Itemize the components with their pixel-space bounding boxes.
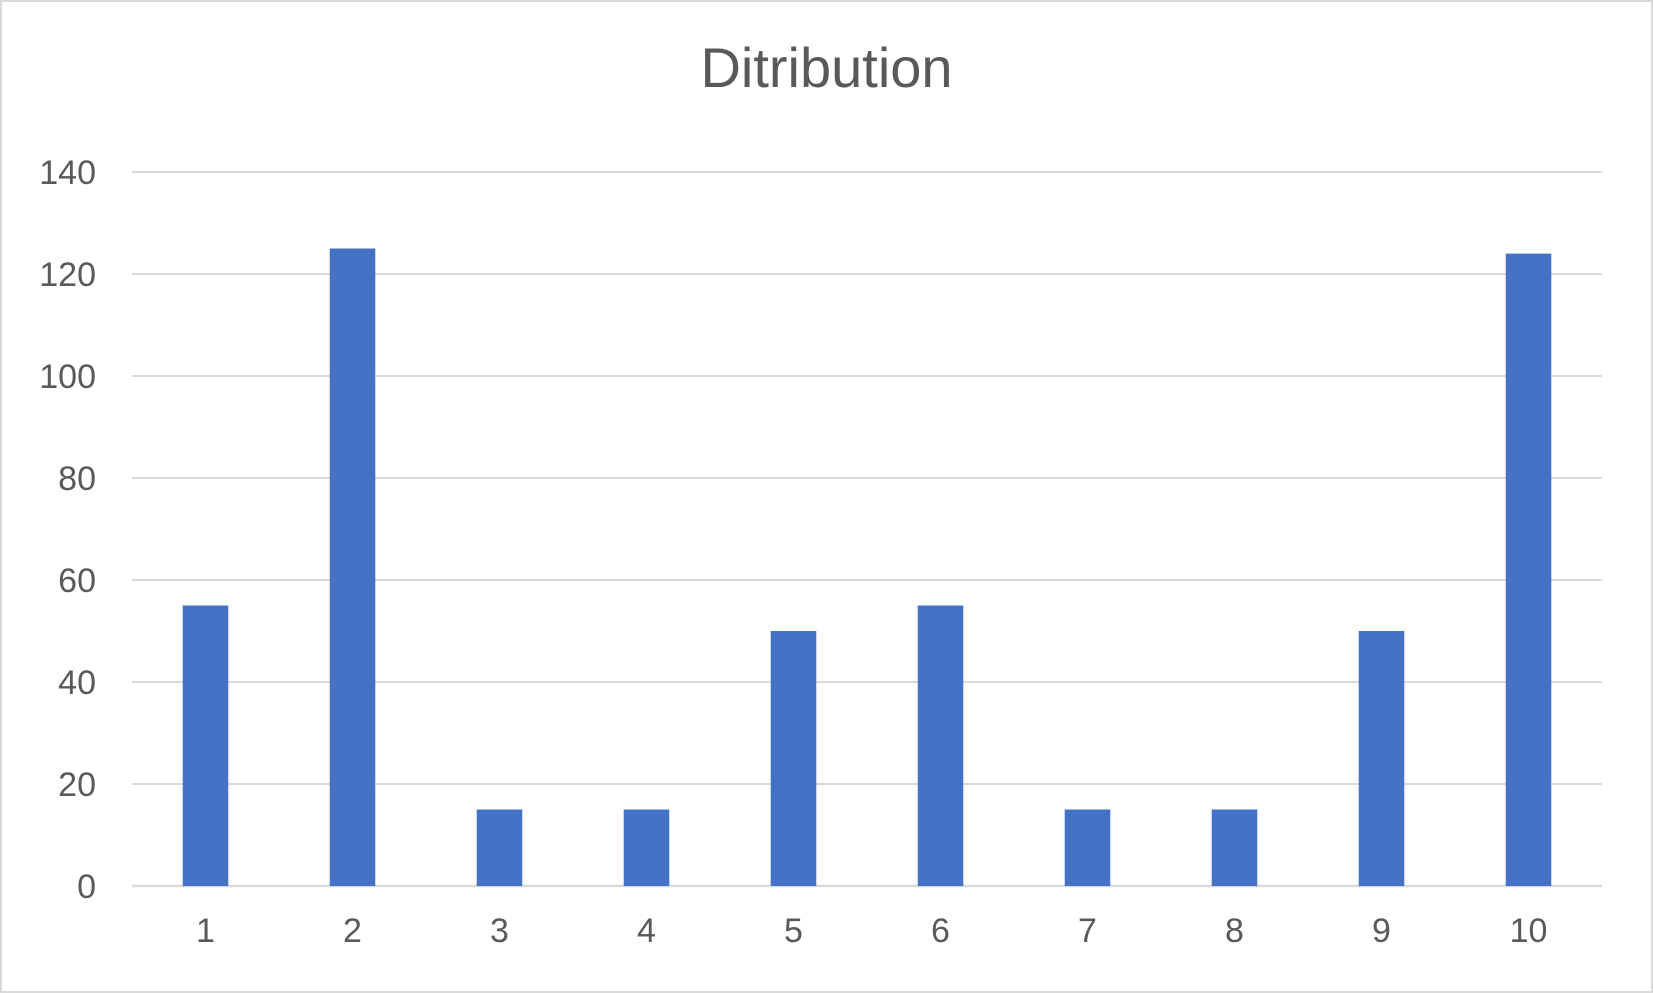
x-tick-label: 5 <box>784 912 803 950</box>
x-tick-label: 7 <box>1078 912 1097 950</box>
x-tick-label: 6 <box>931 912 950 950</box>
x-tick-label: 8 <box>1225 912 1244 950</box>
bar <box>770 631 817 886</box>
y-tick-label: 0 <box>77 868 96 906</box>
bar <box>1358 631 1405 886</box>
y-tick-label: 20 <box>58 766 96 804</box>
x-tick-label: 9 <box>1372 912 1391 950</box>
bar <box>476 809 523 886</box>
y-axis-tick-labels: 0 20 40 60 80 100 120 140 <box>39 154 96 906</box>
bar <box>329 248 376 886</box>
x-tick-label: 1 <box>196 912 215 950</box>
bar <box>1064 809 1111 886</box>
chart-title: Ditribution <box>700 36 953 99</box>
y-tick-label: 140 <box>39 154 96 192</box>
bar <box>182 605 229 886</box>
x-tick-label: 3 <box>490 912 509 950</box>
bar <box>1211 809 1258 886</box>
y-tick-label: 80 <box>58 460 96 498</box>
bar <box>623 809 670 886</box>
bar-series <box>182 248 1552 887</box>
x-axis-tick-labels: 1 2 3 4 5 6 7 8 9 10 <box>196 912 1547 950</box>
x-tick-label: 4 <box>637 912 656 950</box>
gridlines <box>132 171 1602 888</box>
y-tick-label: 120 <box>39 256 96 294</box>
y-tick-label: 100 <box>39 358 96 396</box>
y-tick-label: 40 <box>58 664 96 702</box>
bar <box>917 605 964 886</box>
x-tick-label: 10 <box>1510 912 1548 950</box>
y-tick-label: 60 <box>58 562 96 600</box>
bar <box>1505 253 1552 887</box>
x-tick-label: 2 <box>343 912 362 950</box>
